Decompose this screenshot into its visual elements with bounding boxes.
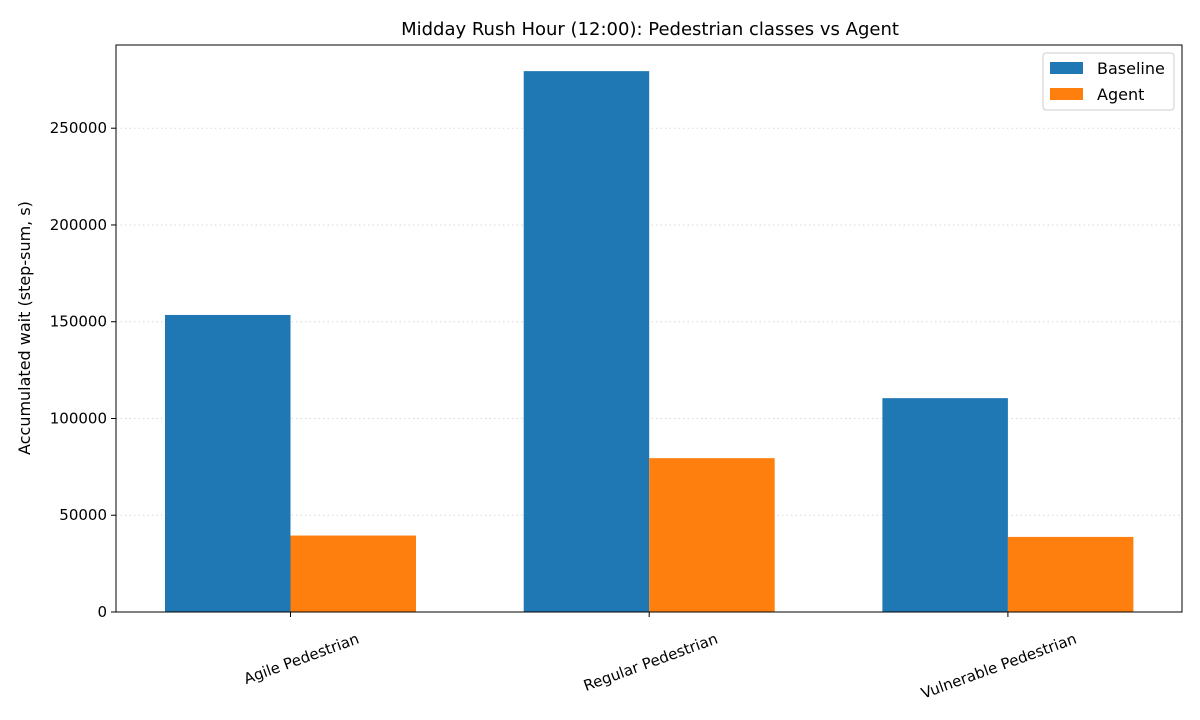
bar-baseline (165, 314, 291, 612)
bar-agent (1007, 536, 1134, 612)
bar-baseline (882, 398, 1008, 612)
legend-label-baseline: Baseline (1097, 59, 1165, 78)
y-tick-label: 50000 (59, 506, 107, 524)
y-tick-label: 0 (97, 603, 107, 621)
legend-swatch-agent (1050, 88, 1083, 100)
bar-baseline (523, 71, 650, 612)
legend-label-agent: Agent (1097, 85, 1144, 104)
x-tick-label: Vulnerable Pedestrian (919, 630, 1079, 703)
x-tick-label: Regular Pedestrian (581, 630, 720, 695)
y-tick-label: 150000 (50, 313, 107, 331)
y-axis-label: Accumulated wait (step-sum, s) (15, 201, 34, 455)
legend-swatch-baseline (1050, 62, 1083, 74)
y-axis: 0 50000 100000 150000 200000 250000 (50, 119, 116, 621)
x-axis: Agile Pedestrian Regular Pedestrian Vulner… (241, 612, 1079, 703)
y-tick-label: 250000 (50, 119, 107, 137)
y-tick-label: 200000 (50, 216, 107, 234)
chart-title: Midday Rush Hour (12:00): Pedestrian cla… (401, 19, 899, 40)
bar-agent (290, 535, 416, 612)
y-tick-label: 100000 (50, 409, 107, 427)
legend: Baseline Agent (1042, 52, 1175, 111)
bar-agent (649, 458, 775, 612)
bars (165, 71, 1134, 612)
x-tick-label: Agile Pedestrian (241, 630, 361, 688)
